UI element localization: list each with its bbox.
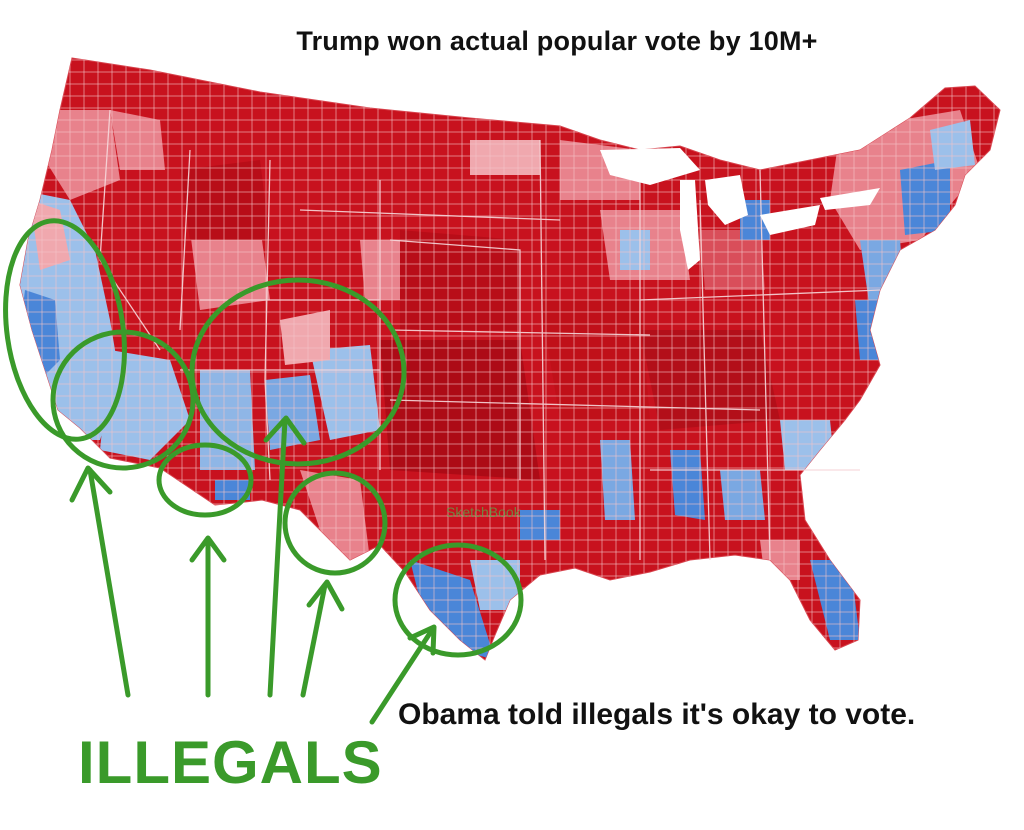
annotation-arrows [69,415,437,725]
circle-southern-california [50,329,196,471]
circle-south-texas [392,542,524,658]
arrow-5 [369,624,437,725]
watermark-text: SketchBook [446,504,521,520]
caption-text: Obama told illegals it's okay to vote. [398,698,916,731]
state-borders [99,109,881,561]
arrow-4 [300,579,345,698]
circle-arizona [156,442,254,518]
annotation-circles [3,218,524,658]
illegals-label: ILLEGALS [78,729,383,796]
circle-four-corners [189,277,407,467]
arrow-2 [189,535,227,698]
circle-california [3,218,127,442]
circle-new-mexico [282,470,388,576]
arrow-3 [263,415,307,698]
great-lakes [600,148,880,270]
page-title: Trump won actual popular vote by 10M+ [296,26,818,56]
arrow-1 [69,465,131,698]
